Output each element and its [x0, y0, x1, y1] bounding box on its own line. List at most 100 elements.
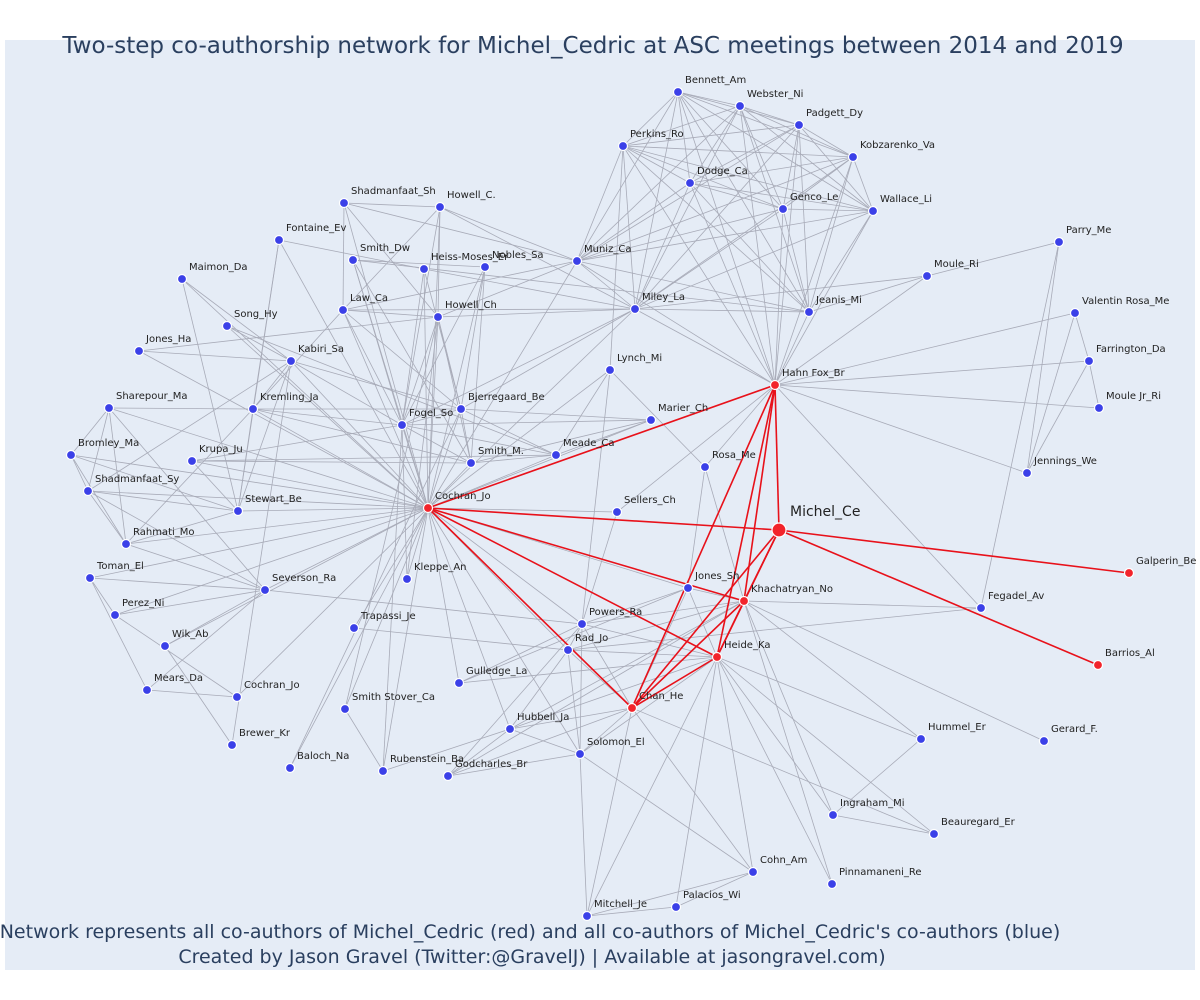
node-Marier_Ch[interactable] [645, 414, 657, 426]
node-Severson_Ra[interactable] [259, 584, 271, 596]
node-Krupa_Ju[interactable] [186, 455, 198, 467]
node-Stewart_Be[interactable] [232, 505, 244, 517]
node-Howell_C[interactable] [434, 201, 446, 213]
node-Fegadel_Av[interactable] [975, 602, 987, 614]
node-label-Genco_Le: Genco_Le [790, 192, 838, 203]
node-Maimon_Da[interactable] [176, 273, 188, 285]
node-Moule_Jr_Ri[interactable] [1093, 402, 1105, 414]
node-Kabiri_Sa[interactable] [285, 355, 297, 367]
node-Wik_Ab[interactable] [159, 640, 171, 652]
node-Brewer_Kr[interactable] [226, 739, 238, 751]
node-Michel_Ce[interactable] [771, 522, 787, 538]
node-Jeanis_Mi[interactable] [803, 306, 815, 318]
node-Beauregard_Er[interactable] [928, 828, 940, 840]
node-Kobzarenko_Va[interactable] [847, 151, 859, 163]
node-Barrios_Al[interactable] [1092, 659, 1104, 671]
node-Mitchell_Je[interactable] [581, 910, 593, 922]
node-Cochran_Jo_A[interactable] [422, 502, 434, 514]
node-Bennett_Am[interactable] [672, 86, 684, 98]
node-Perez_Ni[interactable] [109, 609, 121, 621]
node-Fontaine_Ev[interactable] [273, 234, 285, 246]
node-Solomon_El[interactable] [574, 748, 586, 760]
node-Song_Hy[interactable] [221, 320, 233, 332]
node-Cochran_Jo_B[interactable] [231, 691, 243, 703]
edge-Cochran_Jo_A-Fogel_So [401, 424, 429, 509]
node-Valentin_Rosa_Me[interactable] [1069, 307, 1081, 319]
node-Howell_Ch[interactable] [432, 311, 444, 323]
node-Miley_La[interactable] [629, 303, 641, 315]
node-Pinnamaneni_Re[interactable] [826, 878, 838, 890]
node-Khachatryan_No[interactable] [738, 595, 750, 607]
edge-Farrington_Da-Hahn_Fox_Br [774, 360, 1090, 386]
node-Toman_El[interactable] [84, 572, 96, 584]
edge-Hahn_Fox_Br-Jeanis_Mi [774, 311, 810, 386]
node-Perkins_Ro[interactable] [617, 140, 629, 152]
node-Webster_Ni[interactable] [734, 100, 746, 112]
node-Bromley_Ma[interactable] [65, 449, 77, 461]
node-Cohn_Am[interactable] [747, 866, 759, 878]
node-Rad_Jo[interactable] [562, 644, 574, 656]
node-Gulledge_La[interactable] [453, 677, 465, 689]
node-Farrington_Da[interactable] [1083, 355, 1095, 367]
node-Hubbell_Ja[interactable] [504, 723, 516, 735]
node-Godcharles_Br[interactable] [442, 770, 454, 782]
node-Jones_Ha[interactable] [133, 345, 145, 357]
edge-Valentin_Rosa_Me-Farrington_Da [1074, 312, 1090, 362]
node-Trapassi_Je[interactable] [348, 622, 360, 634]
node-Rubenstein_Ba[interactable] [377, 765, 389, 777]
edge-Hahn_Fox_Br-Rosa_Me [704, 384, 776, 468]
node-Lynch_Mi[interactable] [604, 364, 616, 376]
node-Parry_Me[interactable] [1053, 236, 1065, 248]
node-Mears_Da[interactable] [141, 684, 153, 696]
edge-Cochran_Jo_A-Meade_Ca [427, 454, 557, 509]
node-label-Mears_Da: Mears_Da [154, 673, 203, 684]
node-Muniz_Ca[interactable] [571, 255, 583, 267]
node-label-Meade_Ca: Meade_Ca [563, 438, 615, 449]
node-Nobles_Sa[interactable] [479, 261, 491, 273]
node-Heide_Ka[interactable] [711, 651, 723, 663]
node-Hummel_Er[interactable] [915, 733, 927, 745]
edge-Jones_Sh-Powers_Ra [581, 587, 689, 625]
node-Sellers_Ch[interactable] [611, 506, 623, 518]
node-Hahn_Fox_Br[interactable] [769, 379, 781, 391]
node-Gerard_F[interactable] [1038, 735, 1050, 747]
node-Baloch_Na[interactable] [284, 762, 296, 774]
edge-Genco_Le-Jeanis_Mi [782, 208, 810, 313]
edge-Cochran_Jo_A-Jones_Ha [138, 350, 429, 509]
node-Smith_Dw[interactable] [347, 254, 359, 266]
node-Jennings_We[interactable] [1021, 467, 1033, 479]
node-label-Howell_C: Howell_C. [447, 190, 496, 201]
node-Kremling_Ja[interactable] [247, 403, 259, 415]
node-Rahmati_Mo[interactable] [120, 538, 132, 550]
node-Wallace_Li[interactable] [867, 205, 879, 217]
node-Law_Ca[interactable] [337, 304, 349, 316]
node-Chan_He[interactable] [626, 702, 638, 714]
node-Sharepour_Ma[interactable] [103, 402, 115, 414]
node-Shadmanfaat_Sh[interactable] [338, 197, 350, 209]
edge-Cochran_Jo_A-Cochran_Jo_B [236, 507, 429, 698]
edge-Meade_Ca-Marier_Ch [555, 419, 652, 456]
node-Galperin_Be[interactable] [1123, 567, 1135, 579]
node-Fogel_So[interactable] [396, 419, 408, 431]
node-Smith_Stover_Ca[interactable] [339, 703, 351, 715]
node-Genco_Le[interactable] [777, 203, 789, 215]
edge-Fogel_So-Meade_Ca [401, 424, 557, 456]
author-nodes[interactable] [65, 86, 1135, 922]
node-Heiss_Moses_Er[interactable] [418, 263, 430, 275]
node-Ingraham_Mi[interactable] [827, 809, 839, 821]
node-Powers_Ra[interactable] [576, 618, 588, 630]
node-Palacios_Wi[interactable] [670, 901, 682, 913]
node-Kleppe_An[interactable] [401, 573, 413, 585]
node-Rosa_Me[interactable] [699, 461, 711, 473]
node-Smith_M[interactable] [465, 457, 477, 469]
node-Dodge_Ca[interactable] [684, 177, 696, 189]
node-Bjerregaard_Be[interactable] [455, 403, 467, 415]
node-Shadmanfaat_Sy[interactable] [82, 485, 94, 497]
node-Moule_Ri[interactable] [921, 270, 933, 282]
edge-Shadmanfaat_Sy-Severson_Ra [87, 490, 266, 591]
node-Padgett_Dy[interactable] [793, 119, 805, 131]
edge-Khachatryan_No-Rosa_Me [704, 466, 745, 602]
node-Jones_Sh[interactable] [682, 582, 694, 594]
node-Meade_Ca[interactable] [550, 449, 562, 461]
